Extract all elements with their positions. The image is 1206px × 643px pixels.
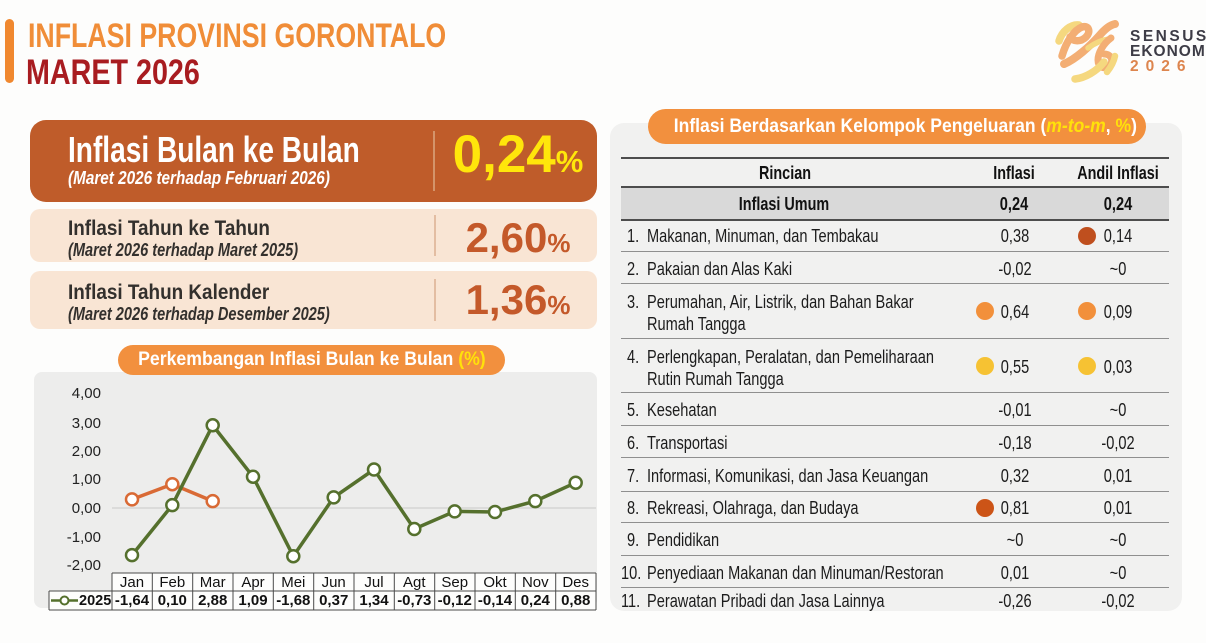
svg-text:Feb: Feb (159, 574, 185, 591)
svg-text:-0,12: -0,12 (438, 592, 472, 609)
svg-text:Nov: Nov (522, 574, 549, 591)
svg-text:0,10: 0,10 (158, 592, 187, 609)
svg-text:Mar: Mar (200, 574, 226, 591)
svg-text:-1,64: -1,64 (115, 592, 150, 609)
svg-text:4,00: 4,00 (72, 385, 101, 402)
svg-text:2025: 2025 (79, 593, 111, 609)
svg-text:-1,68: -1,68 (276, 592, 310, 609)
svg-text:1,00: 1,00 (72, 471, 101, 488)
svg-text:-2,00: -2,00 (67, 557, 101, 574)
svg-text:2,00: 2,00 (72, 443, 101, 460)
svg-text:Mei: Mei (281, 574, 305, 591)
svg-text:1,09: 1,09 (238, 592, 267, 609)
svg-text:Apr: Apr (241, 574, 264, 591)
svg-text:-0,73: -0,73 (397, 592, 431, 609)
svg-text:-0,14: -0,14 (478, 592, 513, 609)
svg-text:Sep: Sep (441, 574, 468, 591)
svg-text:0,24: 0,24 (521, 592, 551, 609)
svg-text:Agt: Agt (403, 574, 426, 591)
svg-text:0,37: 0,37 (319, 592, 348, 609)
svg-text:3,00: 3,00 (72, 415, 101, 432)
svg-text:Jan: Jan (120, 574, 144, 591)
svg-text:0,88: 0,88 (561, 592, 590, 609)
svg-text:Jun: Jun (322, 574, 346, 591)
svg-text:1,34: 1,34 (359, 592, 389, 609)
svg-text:Des: Des (562, 574, 589, 591)
svg-text:Jul: Jul (364, 574, 383, 591)
svg-text:-1,00: -1,00 (67, 529, 101, 546)
svg-text:Okt: Okt (483, 574, 507, 591)
svg-text:0,00: 0,00 (72, 500, 101, 517)
svg-text:2,88: 2,88 (198, 592, 227, 609)
